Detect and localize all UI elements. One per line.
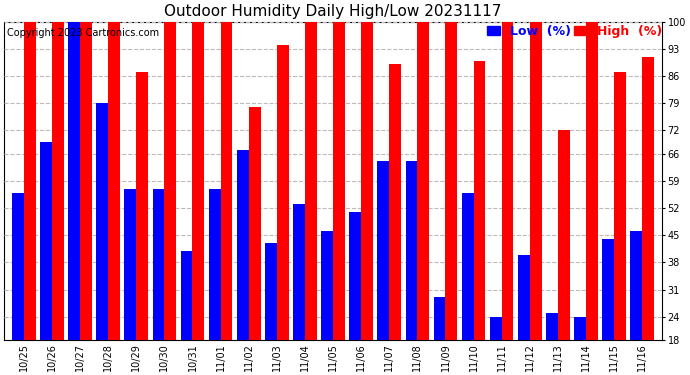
Bar <box>248 107 261 340</box>
Bar <box>586 22 598 340</box>
Bar <box>322 231 333 340</box>
Bar <box>530 22 542 340</box>
Bar <box>574 317 586 340</box>
Bar <box>68 22 80 340</box>
Bar <box>209 189 221 340</box>
Bar <box>558 130 570 340</box>
Bar <box>24 22 36 340</box>
Legend: Low  (%), High  (%): Low (%), High (%) <box>482 20 667 43</box>
Text: Copyright 2023 Cartronics.com: Copyright 2023 Cartronics.com <box>8 28 159 38</box>
Bar <box>333 22 345 340</box>
Bar <box>631 231 642 340</box>
Bar <box>293 204 305 340</box>
Bar <box>193 22 204 340</box>
Bar <box>265 243 277 340</box>
Bar <box>80 22 92 340</box>
Bar <box>473 60 485 340</box>
Bar <box>490 317 502 340</box>
Bar <box>40 142 52 340</box>
Bar <box>546 313 558 340</box>
Bar <box>164 22 176 340</box>
Bar <box>446 22 457 340</box>
Bar <box>97 103 108 340</box>
Bar <box>137 72 148 340</box>
Bar <box>124 189 137 340</box>
Bar <box>389 64 401 340</box>
Bar <box>614 72 626 340</box>
Bar <box>502 22 513 340</box>
Bar <box>349 212 361 340</box>
Bar <box>417 22 429 340</box>
Bar <box>377 162 389 340</box>
Bar <box>221 22 233 340</box>
Bar <box>433 297 446 340</box>
Bar <box>108 22 120 340</box>
Bar <box>642 57 654 340</box>
Bar <box>52 22 63 340</box>
Title: Outdoor Humidity Daily High/Low 20231117: Outdoor Humidity Daily High/Low 20231117 <box>164 4 502 19</box>
Bar <box>152 189 164 340</box>
Bar <box>518 255 530 340</box>
Bar <box>305 22 317 340</box>
Bar <box>277 45 288 340</box>
Bar <box>406 162 417 340</box>
Bar <box>237 150 248 340</box>
Bar <box>602 239 614 340</box>
Bar <box>462 192 473 340</box>
Bar <box>361 22 373 340</box>
Bar <box>12 192 24 340</box>
Bar <box>181 251 193 340</box>
